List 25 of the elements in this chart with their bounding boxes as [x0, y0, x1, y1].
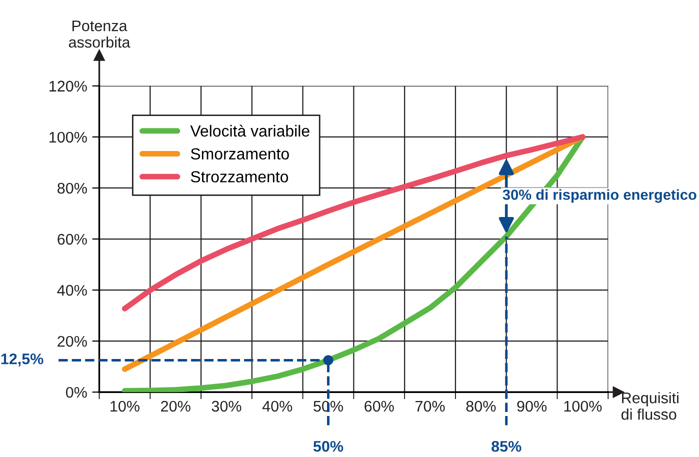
annotation: 30% di risparmio energetico — [502, 189, 696, 203]
x-tick-label: 30% — [212, 400, 242, 412]
y-tick-label: 0% — [66, 386, 87, 398]
ref-line-label: 50% — [313, 440, 344, 452]
y-axis-title: Potenza assorbita — [68, 20, 130, 48]
ref-line-label: 12,5% — [1, 353, 44, 367]
legend-label: Strozzamento — [190, 171, 288, 182]
y-tick-label: 100% — [50, 132, 87, 143]
x-tick-label: 90% — [517, 400, 547, 412]
y-tick-label: 60% — [58, 234, 87, 245]
x-tick-label: 20% — [161, 400, 190, 412]
x-axis-title: Requisiti di flusso — [621, 392, 678, 420]
x-tick-label: 70% — [416, 400, 445, 412]
y-tick-label: 20% — [58, 336, 87, 347]
y-tick-label: 80% — [58, 182, 87, 194]
legend-label: Velocità variabile — [190, 124, 310, 137]
ref-line-label: 85% — [492, 440, 522, 452]
y-tick-label: 40% — [57, 284, 87, 296]
x-tick-label: 60% — [364, 400, 394, 412]
x-tick-label: 10% — [110, 400, 140, 412]
legend-label: Smorzamento — [190, 148, 289, 160]
x-tick-label: 100% — [564, 400, 602, 412]
x-tick-label: 80% — [466, 400, 496, 412]
x-tick-label: 40% — [262, 400, 292, 412]
y-tick-label: 120% — [50, 80, 87, 92]
